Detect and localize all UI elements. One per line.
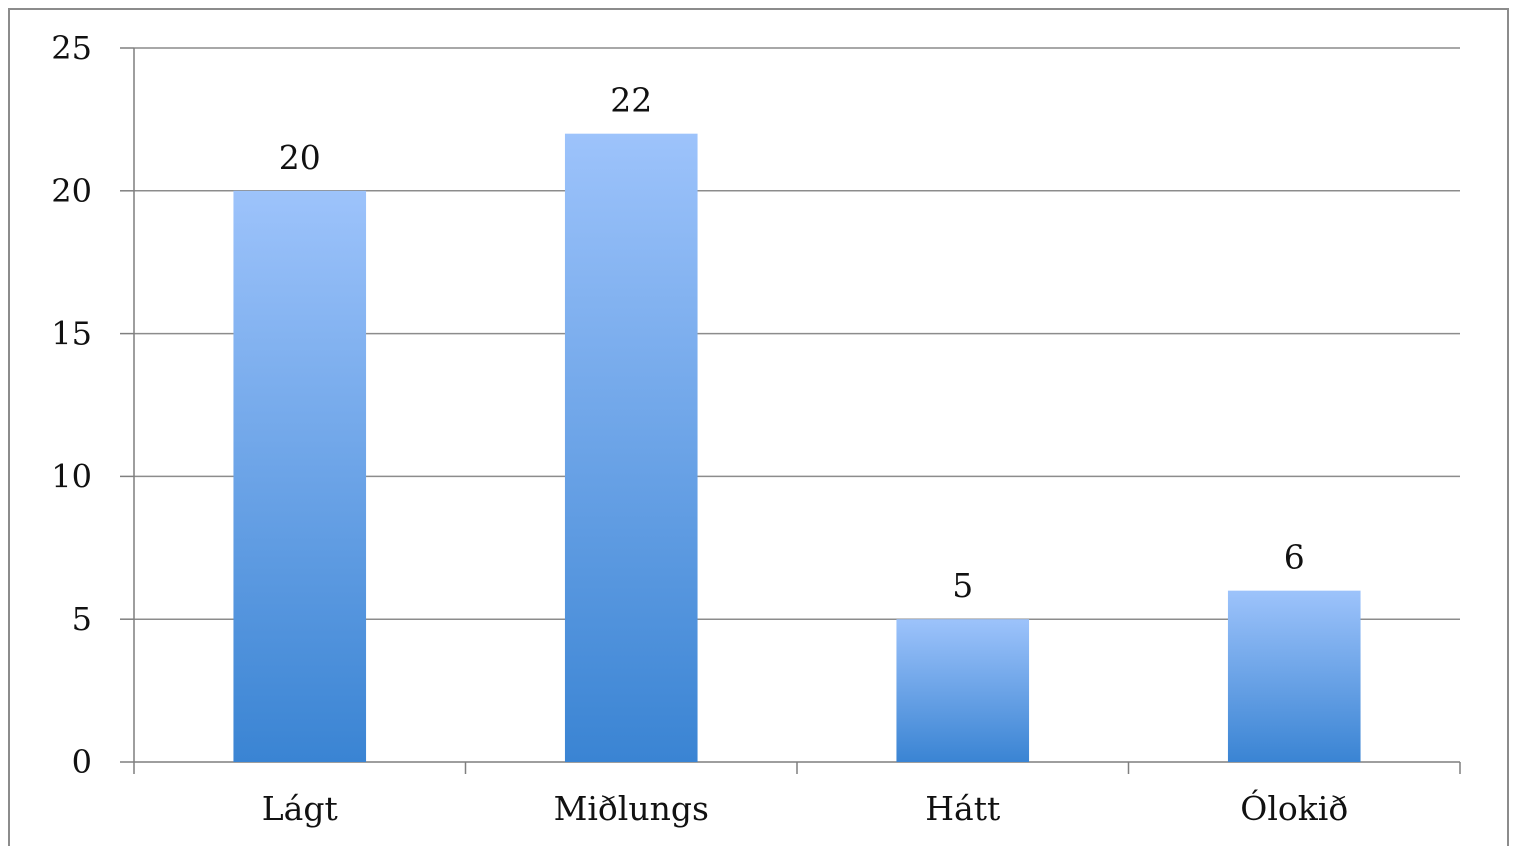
data-label: 22 [610, 81, 652, 120]
data-label: 20 [279, 138, 321, 177]
bar [564, 133, 698, 762]
bar [896, 619, 1030, 762]
y-tick-label: 10 [51, 457, 92, 495]
y-tick-label: 20 [51, 172, 92, 210]
x-category-label: Miðlungs [554, 789, 709, 828]
x-category-label: Ólokið [1240, 788, 1348, 828]
y-tick-label: 25 [51, 29, 92, 67]
bar [1227, 590, 1361, 762]
x-category-label: Hátt [925, 789, 1000, 828]
y-tick-label: 0 [72, 743, 92, 781]
y-tick-label: 5 [72, 600, 92, 638]
data-label: 6 [1284, 538, 1305, 577]
x-category-label: Lágt [262, 789, 338, 828]
bar [233, 190, 367, 763]
y-tick-label: 15 [51, 315, 92, 353]
data-label: 5 [952, 566, 973, 605]
